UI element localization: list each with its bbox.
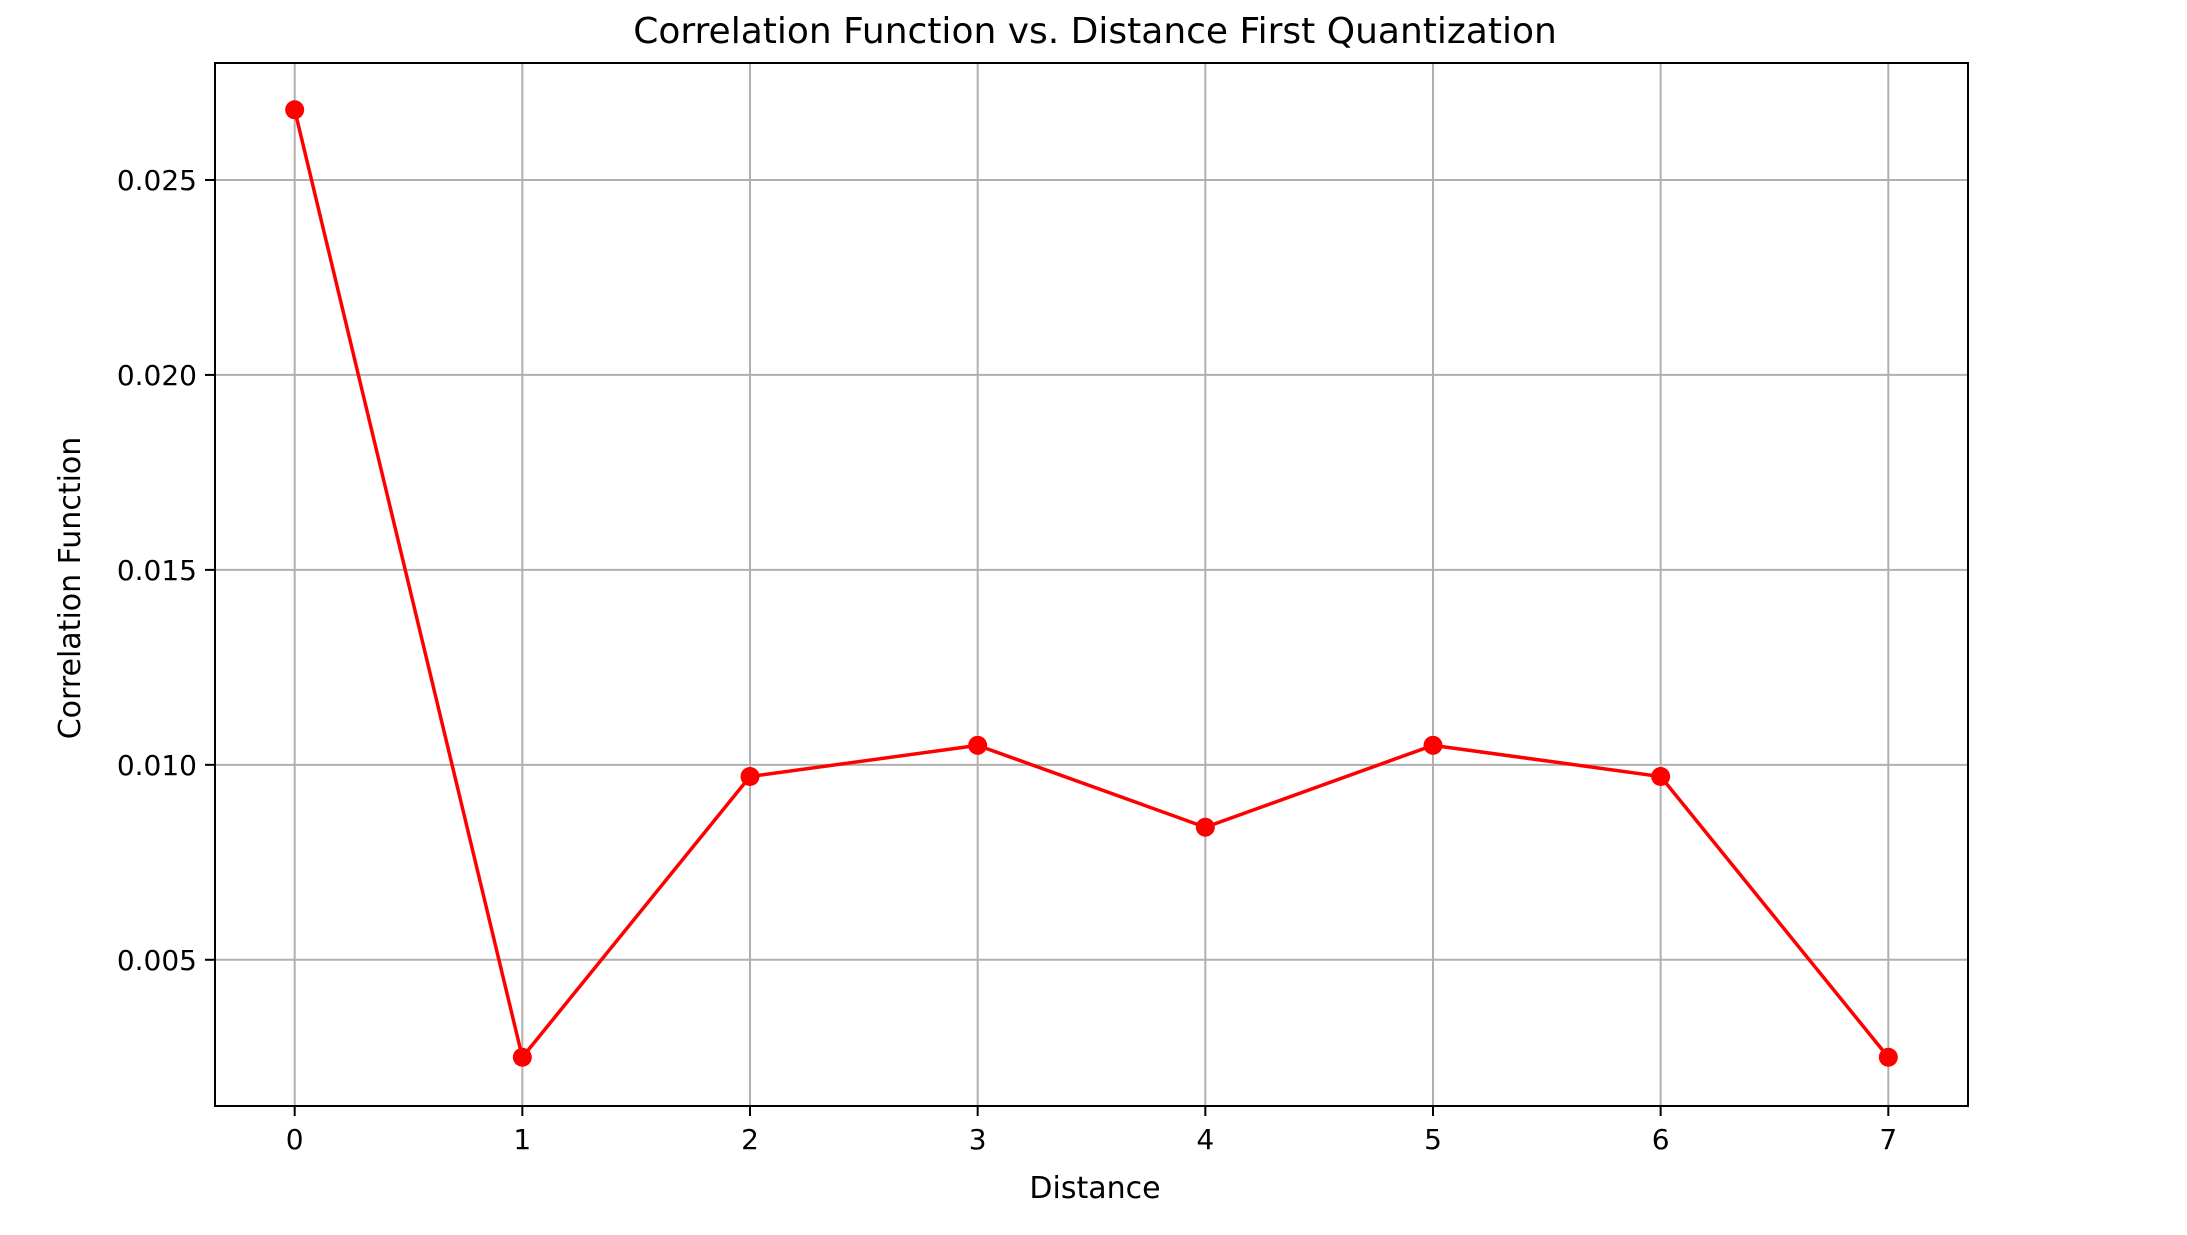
y-tick-label: 0.020: [117, 359, 197, 392]
y-tick-label: 0.005: [117, 944, 197, 977]
data-point: [1423, 735, 1443, 755]
x-tick-label: 6: [1652, 1123, 1670, 1156]
x-axis-label: Distance: [1029, 1171, 1160, 1206]
series-line: [292, 109, 1890, 1060]
data-point: [740, 767, 760, 787]
y-tick-label: 0.010: [117, 749, 197, 782]
x-tick-label: 7: [1879, 1123, 1897, 1156]
plot-frame: [214, 62, 1969, 1107]
x-tick-label: 3: [969, 1123, 987, 1156]
y-axis-ticks: 0.005 0.010 0.015 0.020 0.025: [117, 164, 215, 977]
data-point: [1651, 767, 1671, 787]
data-point: [1195, 817, 1215, 837]
y-tick-label: 0.015: [117, 554, 197, 587]
x-axis-ticks: 0 1 2 3 4 5 6 7: [286, 1106, 1897, 1156]
x-tick-label: 1: [513, 1123, 531, 1156]
y-axis-label: Correlation Function: [53, 437, 88, 740]
chart-title: Correlation Function vs. Distance First …: [633, 11, 1557, 52]
x-tick-label: 5: [1424, 1123, 1442, 1156]
data-point: [285, 100, 305, 120]
data-point: [1878, 1047, 1898, 1067]
data-point: [512, 1047, 532, 1067]
data-point: [968, 735, 988, 755]
y-tick-label: 0.025: [117, 164, 197, 197]
x-tick-label: 0: [286, 1123, 304, 1156]
data-series: [285, 100, 1898, 1067]
x-tick-label: 4: [1196, 1123, 1214, 1156]
grid-lines: [215, 63, 1968, 1106]
x-tick-label: 2: [741, 1123, 759, 1156]
